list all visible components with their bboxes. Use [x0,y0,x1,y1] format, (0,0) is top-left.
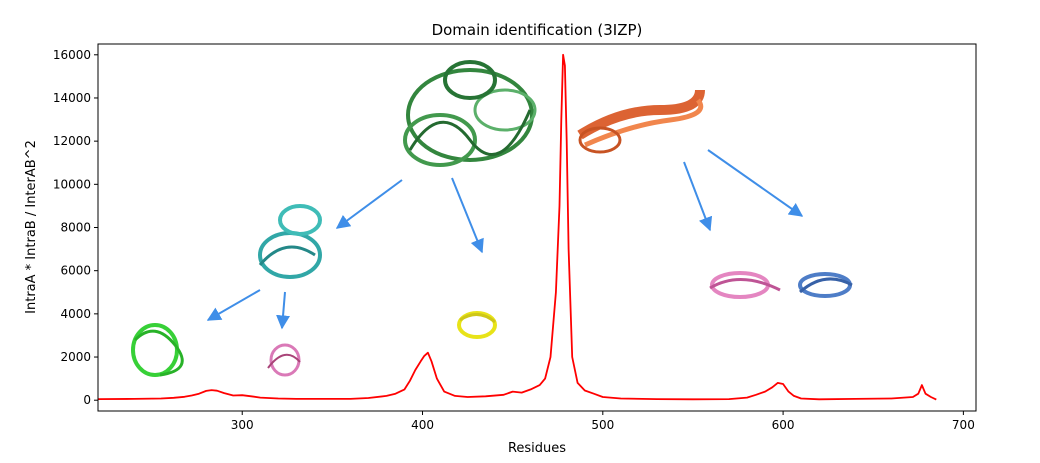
x-tick-label: 400 [411,418,434,432]
y-tick-label: 14000 [53,91,91,105]
plot-frame [97,43,977,412]
arrow-orange-to-magenta [683,161,713,232]
arrow-green-to-yellow [451,177,484,254]
arrow-teal-to-lime [206,289,261,321]
magenta-protein-structure-image [709,271,781,299]
y-tick-label: 12000 [53,134,91,148]
annotation-arrows [206,149,804,330]
y-axis-label: IntraA * IntraB / InterAB^2 [24,140,39,314]
x-tick-label: 700 [952,418,975,432]
y-tick-label: 6000 [60,264,91,278]
y-tick-label: 16000 [53,48,91,62]
y-tick-label: 0 [83,393,91,407]
x-tick-label: 300 [231,418,254,432]
arrow-green-to-teal [335,179,403,229]
x-axis-label: Residues [508,441,566,456]
arrow-teal-to-pink [276,291,291,330]
teal-protein-structure-image [258,204,322,279]
chart-title: Domain identification (3IZP) [432,21,643,39]
y-tick-label: 10000 [53,177,91,191]
x-tick-label: 500 [591,418,614,432]
pink-protein-structure-image [267,343,301,377]
x-tick-label: 600 [772,418,795,432]
protein-structure-illustrations [131,60,853,377]
lime-protein-structure-image [131,323,184,377]
y-tick-label: 4000 [60,307,91,321]
yellow-protein-structure-image [457,311,497,339]
plot-area: 300 400 500 600 700 0 2000 4000 6000 8000 10000 120… [53,43,977,432]
orange-protein-structure-image [577,89,705,154]
arrow-orange-to-blue [707,149,804,217]
blue-protein-structure-image [798,272,853,298]
y-tick-label: 2000 [60,350,91,364]
series-line [97,53,937,401]
y-tick-label: 8000 [60,221,91,235]
green-protein-structure-image [403,60,537,167]
